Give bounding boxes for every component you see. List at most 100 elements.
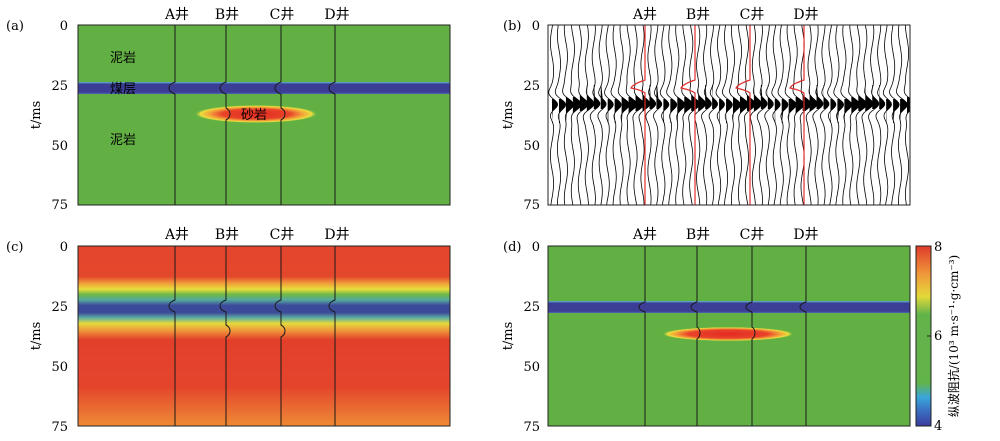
panel-b-label: (b) (503, 19, 521, 34)
wiggle-fill (893, 99, 900, 123)
panel-b-well-curve-c (735, 25, 751, 205)
panel-b-wiggle-traces (548, 25, 910, 205)
panel-d-well-logs (638, 246, 807, 426)
wiggle-fill (670, 99, 677, 123)
panel-c-well-log-a (168, 246, 176, 426)
panel-a-sand-lens (194, 105, 318, 123)
wiggle-trace (903, 25, 910, 205)
panel-b-ytick-50: 50 (523, 139, 540, 154)
wiggle-trace (666, 25, 678, 205)
panel-a-well-log-c (274, 25, 286, 205)
panel-b-well-curve-d (789, 25, 805, 205)
panel-d-frame (547, 245, 911, 427)
wiggle-trace (868, 25, 880, 205)
panel-c-well-log-b (219, 246, 231, 426)
panel-b-well-b-label: B井 (686, 7, 710, 23)
colorbar-tick-4: 4 (934, 419, 942, 434)
wiggle-trace (610, 25, 622, 205)
panel-d-well-d-label: D井 (793, 227, 818, 243)
wiggle-trace (861, 25, 874, 205)
wiggle-fill (781, 99, 788, 123)
wiggle-trace (799, 25, 812, 205)
panel-b: (b) 0 25 50 75 t/ms A井 B井 C井 D井 (501, 7, 911, 213)
wiggle-trace (645, 25, 657, 205)
panel-c-well-log-c (274, 246, 286, 426)
wiggle-fill (656, 85, 662, 109)
wiggle-fill (663, 99, 669, 123)
wiggle-trace (715, 25, 725, 205)
wiggle-trace (820, 25, 830, 205)
panel-d-sand-lens (662, 327, 794, 341)
wiggle-trace (777, 25, 789, 205)
panel-a-ytick-75: 75 (51, 198, 68, 213)
wiggle-trace (688, 25, 700, 205)
wiggle-trace (681, 25, 694, 205)
wiggle-trace (589, 25, 601, 205)
wiggle-fill (684, 97, 693, 113)
panel-d-well-log-d (799, 246, 807, 426)
wiggle-trace (827, 25, 837, 205)
panel-d-coal-band (548, 301, 910, 313)
wiggle-trace (729, 25, 742, 205)
panel-d-well-log-c (745, 246, 756, 426)
wiggle-fill (802, 95, 811, 111)
wiggle-trace (722, 25, 733, 205)
panel-d-well-a-label: A井 (632, 227, 657, 243)
panel-b-frame (547, 24, 911, 206)
panel-b-well-curve-a (630, 25, 646, 205)
wiggle-trace (889, 25, 900, 205)
wiggle-fill (886, 99, 892, 123)
panel-a-annotation-coal: 煤层 (110, 82, 136, 97)
panel-a-ytick-25: 25 (51, 79, 68, 94)
wiggle-fill (621, 97, 630, 123)
wiggle-trace (562, 25, 575, 205)
wiggle-fill (753, 85, 762, 111)
wiggle-fill (635, 95, 644, 111)
panel-c-well-log-d (328, 246, 336, 426)
wiggle-trace (632, 25, 645, 205)
panel-d-ytick-75: 75 (523, 420, 540, 435)
wiggle-trace (764, 25, 774, 205)
panel-a-annotation-mudstone-bottom: 泥岩 (110, 133, 136, 148)
panel-a-coal-band (78, 82, 450, 94)
wiggle-fill (677, 97, 685, 123)
colorbar-label: 纵波阻抗/(10³ m·s⁻¹·g·cm⁻³) (946, 255, 961, 417)
wiggle-fill (614, 99, 622, 123)
panel-c-background (78, 246, 450, 426)
wiggle-fill (746, 95, 756, 111)
wiggle-fill (572, 97, 582, 113)
wiggle-fill (586, 85, 595, 111)
panel-b-well-curves (630, 25, 805, 205)
colorbar-tick-8: 8 (934, 240, 942, 255)
panel-b-well-c-label: C井 (740, 7, 765, 23)
wiggle-trace (708, 25, 718, 205)
wiggle-fill (809, 85, 818, 111)
wiggle-trace (756, 25, 768, 205)
panel-d-well-log-a (638, 246, 646, 426)
wiggle-trace (638, 25, 651, 205)
panel-c-well-c-label: C井 (270, 227, 295, 243)
panel-a-frame (77, 24, 451, 206)
wiggle-fill (774, 99, 781, 123)
panel-a-ylabel: t/ms (29, 101, 44, 130)
wiggle-trace (848, 25, 861, 205)
panel-b-ytick-25: 25 (523, 79, 540, 94)
panel-c-well-logs (168, 246, 336, 426)
wiggle-fill (719, 99, 725, 123)
panel-c-well-a-label: A井 (164, 227, 189, 243)
wiggle-fill (726, 99, 733, 123)
panel-a-well-b-label: B井 (215, 7, 239, 23)
wiggle-trace (653, 25, 663, 205)
wiggle-trace (582, 25, 595, 205)
wiggle-fill (872, 85, 879, 109)
wiggle-trace (771, 25, 781, 205)
panel-d-ytick-50: 50 (523, 360, 540, 375)
wiggle-fill (628, 97, 637, 113)
wiggle-fill (607, 99, 614, 123)
wiggle-fill (823, 85, 829, 109)
panel-d-ytick-0: 0 (532, 240, 540, 255)
wiggle-fill (698, 85, 706, 111)
wiggle-fill (816, 85, 823, 109)
panel-c-label: (c) (6, 240, 23, 255)
